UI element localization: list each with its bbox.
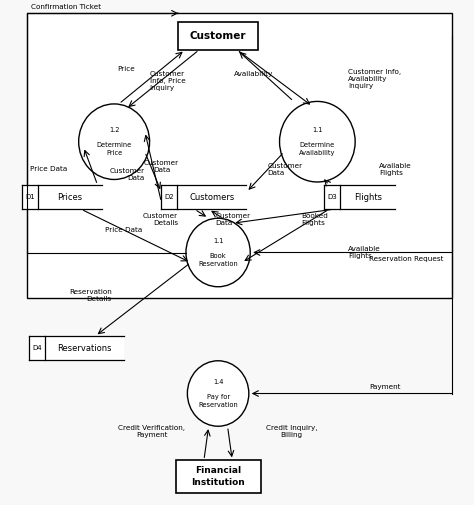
Text: Prices: Prices: [57, 192, 82, 201]
Text: Customer
Data: Customer Data: [144, 161, 179, 173]
Text: Customer
Data: Customer Data: [268, 163, 303, 176]
FancyBboxPatch shape: [161, 185, 246, 209]
Text: Availability: Availability: [234, 71, 273, 77]
Circle shape: [187, 361, 249, 426]
FancyBboxPatch shape: [324, 185, 395, 209]
Text: D3: D3: [328, 194, 337, 200]
FancyBboxPatch shape: [175, 460, 261, 493]
Text: Available
Flights: Available Flights: [348, 246, 381, 259]
Text: Customer: Customer: [190, 31, 246, 41]
Text: Customer
Data: Customer Data: [109, 168, 145, 181]
Text: Customer
Details: Customer Details: [143, 213, 178, 226]
Text: Price Data: Price Data: [29, 167, 67, 172]
Text: Payment: Payment: [369, 384, 401, 390]
Text: Reservation
Details: Reservation Details: [69, 289, 112, 302]
Text: Price: Price: [117, 66, 135, 72]
Circle shape: [280, 102, 355, 182]
Text: 1.1

Book
Reservation: 1.1 Book Reservation: [198, 238, 238, 267]
Text: Credit Verification,
Payment: Credit Verification, Payment: [118, 425, 185, 438]
Text: 1.4

Pay for
Reservation: 1.4 Pay for Reservation: [198, 379, 238, 408]
Text: 1.1

Determine
Availability: 1.1 Determine Availability: [299, 127, 336, 156]
Text: Customer
Info, Price
Inquiry: Customer Info, Price Inquiry: [150, 71, 185, 91]
Text: Available
Flights: Available Flights: [379, 163, 411, 176]
Text: Customer Info,
Availability
Inquiry: Customer Info, Availability Inquiry: [348, 69, 401, 89]
Text: Credit Inquiry,
Billing: Credit Inquiry, Billing: [265, 425, 317, 438]
Text: Price Data: Price Data: [105, 227, 142, 233]
Text: Customer
Data: Customer Data: [216, 213, 251, 226]
Text: Flights: Flights: [354, 192, 382, 201]
FancyBboxPatch shape: [22, 185, 102, 209]
Text: Confirmation Ticket: Confirmation Ticket: [31, 4, 101, 10]
Text: Financial
Institution: Financial Institution: [191, 466, 245, 487]
Text: Reservation Request: Reservation Request: [369, 256, 444, 262]
FancyBboxPatch shape: [29, 336, 124, 360]
Text: Reservations: Reservations: [57, 344, 111, 352]
Text: D4: D4: [32, 345, 42, 351]
Text: 1.2

Determine
Price: 1.2 Determine Price: [97, 127, 132, 156]
FancyBboxPatch shape: [27, 13, 452, 298]
Text: D2: D2: [164, 194, 174, 200]
Text: D1: D1: [25, 194, 35, 200]
FancyBboxPatch shape: [178, 22, 258, 50]
Text: Booked
Flights: Booked Flights: [301, 213, 328, 226]
Circle shape: [186, 218, 250, 287]
Circle shape: [79, 104, 150, 179]
Text: Customers: Customers: [189, 192, 234, 201]
